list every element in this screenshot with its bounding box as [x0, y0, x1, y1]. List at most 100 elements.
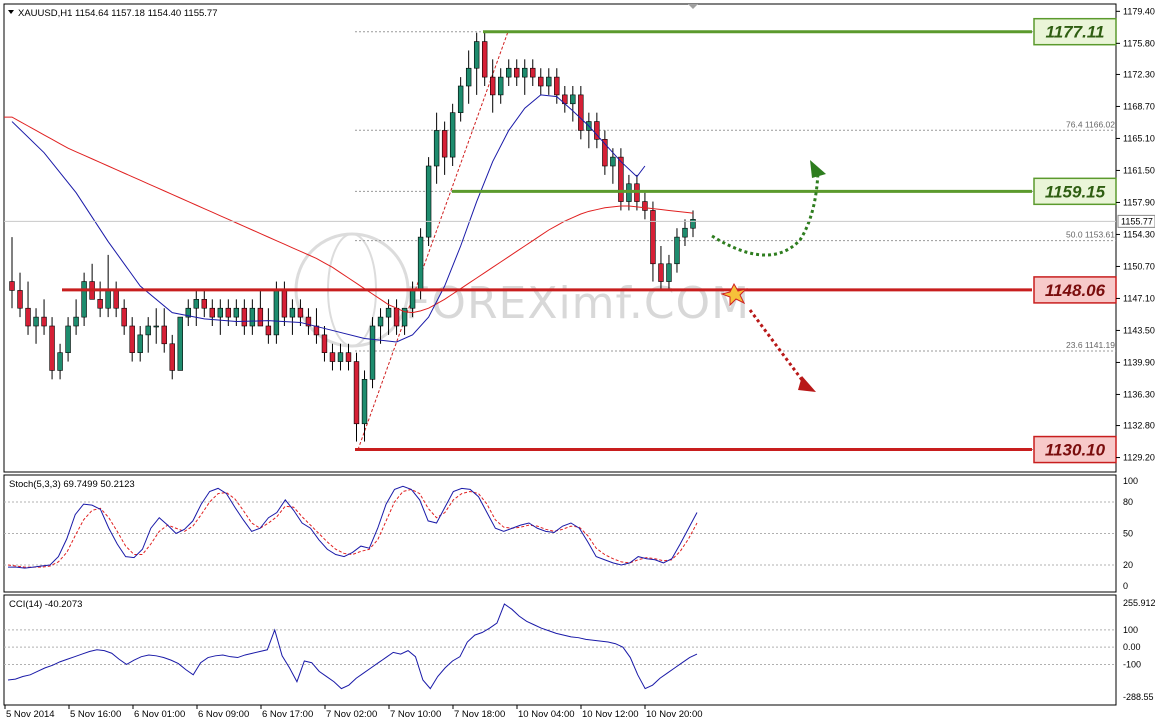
candle[interactable]: [449, 103, 456, 166]
candle[interactable]: [177, 316, 183, 371]
candle[interactable]: [570, 86, 576, 122]
candle[interactable]: [257, 290, 264, 327]
candle[interactable]: [57, 343, 63, 380]
time-tick-label: 5 Nov 16:00: [70, 709, 121, 720]
candle[interactable]: [65, 317, 71, 362]
candle[interactable]: [209, 299, 215, 326]
candle[interactable]: [153, 308, 159, 344]
candle[interactable]: [514, 59, 520, 86]
candle[interactable]: [49, 317, 55, 380]
candle[interactable]: [345, 343, 352, 371]
candle[interactable]: [433, 112, 440, 184]
candle[interactable]: [361, 370, 368, 442]
level-1159.15[interactable]: 1159.15: [452, 177, 1117, 206]
candle[interactable]: [690, 210, 696, 238]
candle[interactable]: [241, 299, 248, 335]
bearish-candle-body: [121, 307, 127, 327]
candle[interactable]: [578, 86, 584, 140]
candle[interactable]: [169, 334, 175, 380]
candle[interactable]: [610, 148, 616, 184]
candle[interactable]: [457, 77, 464, 122]
bearish-candle-body: [97, 299, 103, 309]
bearish-candle-body: [17, 290, 23, 309]
candle[interactable]: [329, 343, 336, 371]
candle[interactable]: [546, 68, 552, 95]
level-1130.10[interactable]: 1130.10: [355, 435, 1117, 464]
candle[interactable]: [9, 237, 15, 309]
candle[interactable]: [321, 326, 328, 362]
candle[interactable]: [377, 308, 384, 344]
candle[interactable]: [658, 246, 664, 291]
symbol-dropdown-icon[interactable]: [8, 10, 14, 14]
level-1177.11[interactable]: 1177.11: [483, 17, 1117, 46]
candle[interactable]: [401, 307, 408, 335]
candle[interactable]: [369, 317, 376, 389]
candle[interactable]: [185, 299, 191, 326]
candle[interactable]: [642, 192, 648, 220]
cci-panel[interactable]: [3, 594, 1117, 706]
candle[interactable]: [25, 281, 31, 335]
candle[interactable]: [193, 290, 199, 326]
candle[interactable]: [498, 68, 504, 104]
candle[interactable]: [41, 299, 47, 335]
candle[interactable]: [554, 68, 560, 104]
candle[interactable]: [650, 201, 656, 282]
candle[interactable]: [73, 299, 79, 335]
bullish-candle-body: [73, 316, 79, 327]
candle[interactable]: [674, 228, 680, 273]
candle[interactable]: [682, 219, 688, 246]
bullish-candle-body: [377, 316, 384, 327]
bearish-candle-body: [9, 281, 15, 291]
candle[interactable]: [506, 59, 512, 86]
candle[interactable]: [145, 317, 151, 353]
level-1148.06[interactable]: 1148.06: [62, 276, 1117, 304]
candle[interactable]: [265, 308, 272, 344]
candle[interactable]: [305, 308, 312, 335]
candle[interactable]: [353, 352, 360, 442]
cci-tick-label: 100: [1123, 625, 1138, 635]
chart-shift-marker-icon[interactable]: [688, 4, 698, 9]
candle[interactable]: [97, 281, 103, 318]
bearish-candle-body: [345, 352, 352, 362]
candle[interactable]: [129, 317, 135, 362]
candle[interactable]: [530, 59, 536, 86]
candle[interactable]: [441, 121, 448, 175]
time-tick-label: 7 Nov 10:00: [390, 709, 441, 720]
candle[interactable]: [465, 50, 472, 104]
bullish-candle-body: [409, 290, 416, 309]
candle[interactable]: [337, 343, 344, 371]
candle[interactable]: [289, 299, 296, 335]
candle[interactable]: [33, 308, 39, 344]
candle[interactable]: [666, 254, 672, 291]
candle[interactable]: [297, 299, 304, 326]
moving-averages: [4, 94, 694, 343]
candle[interactable]: [385, 299, 392, 335]
candle[interactable]: [538, 68, 544, 95]
candle[interactable]: [137, 326, 143, 362]
breakout-burst-icon: [720, 282, 748, 307]
candle[interactable]: [618, 148, 624, 211]
fib-level-label: 50.0 1153.61: [1066, 230, 1115, 240]
candle[interactable]: [17, 272, 23, 318]
bearish-candle-body: [650, 210, 656, 265]
candle[interactable]: [121, 299, 127, 335]
candle[interactable]: [602, 130, 608, 175]
bullish-candle-body: [433, 130, 440, 167]
candle[interactable]: [594, 112, 600, 149]
candle[interactable]: [161, 308, 167, 353]
candle[interactable]: [249, 299, 256, 335]
bearish-candle-body: [538, 76, 544, 87]
candle[interactable]: [225, 299, 232, 326]
candle[interactable]: [201, 290, 207, 318]
candle[interactable]: [481, 32, 488, 86]
candle[interactable]: [217, 299, 224, 335]
bearish-candle-body: [329, 352, 336, 362]
candle[interactable]: [489, 59, 496, 113]
cci-line: [7, 603, 698, 690]
candle[interactable]: [522, 59, 528, 95]
bullish-candle-body: [81, 281, 87, 318]
candle[interactable]: [473, 32, 480, 95]
candle[interactable]: [81, 272, 87, 326]
candle[interactable]: [425, 157, 432, 246]
main-chart-panel[interactable]: [3, 3, 1117, 473]
